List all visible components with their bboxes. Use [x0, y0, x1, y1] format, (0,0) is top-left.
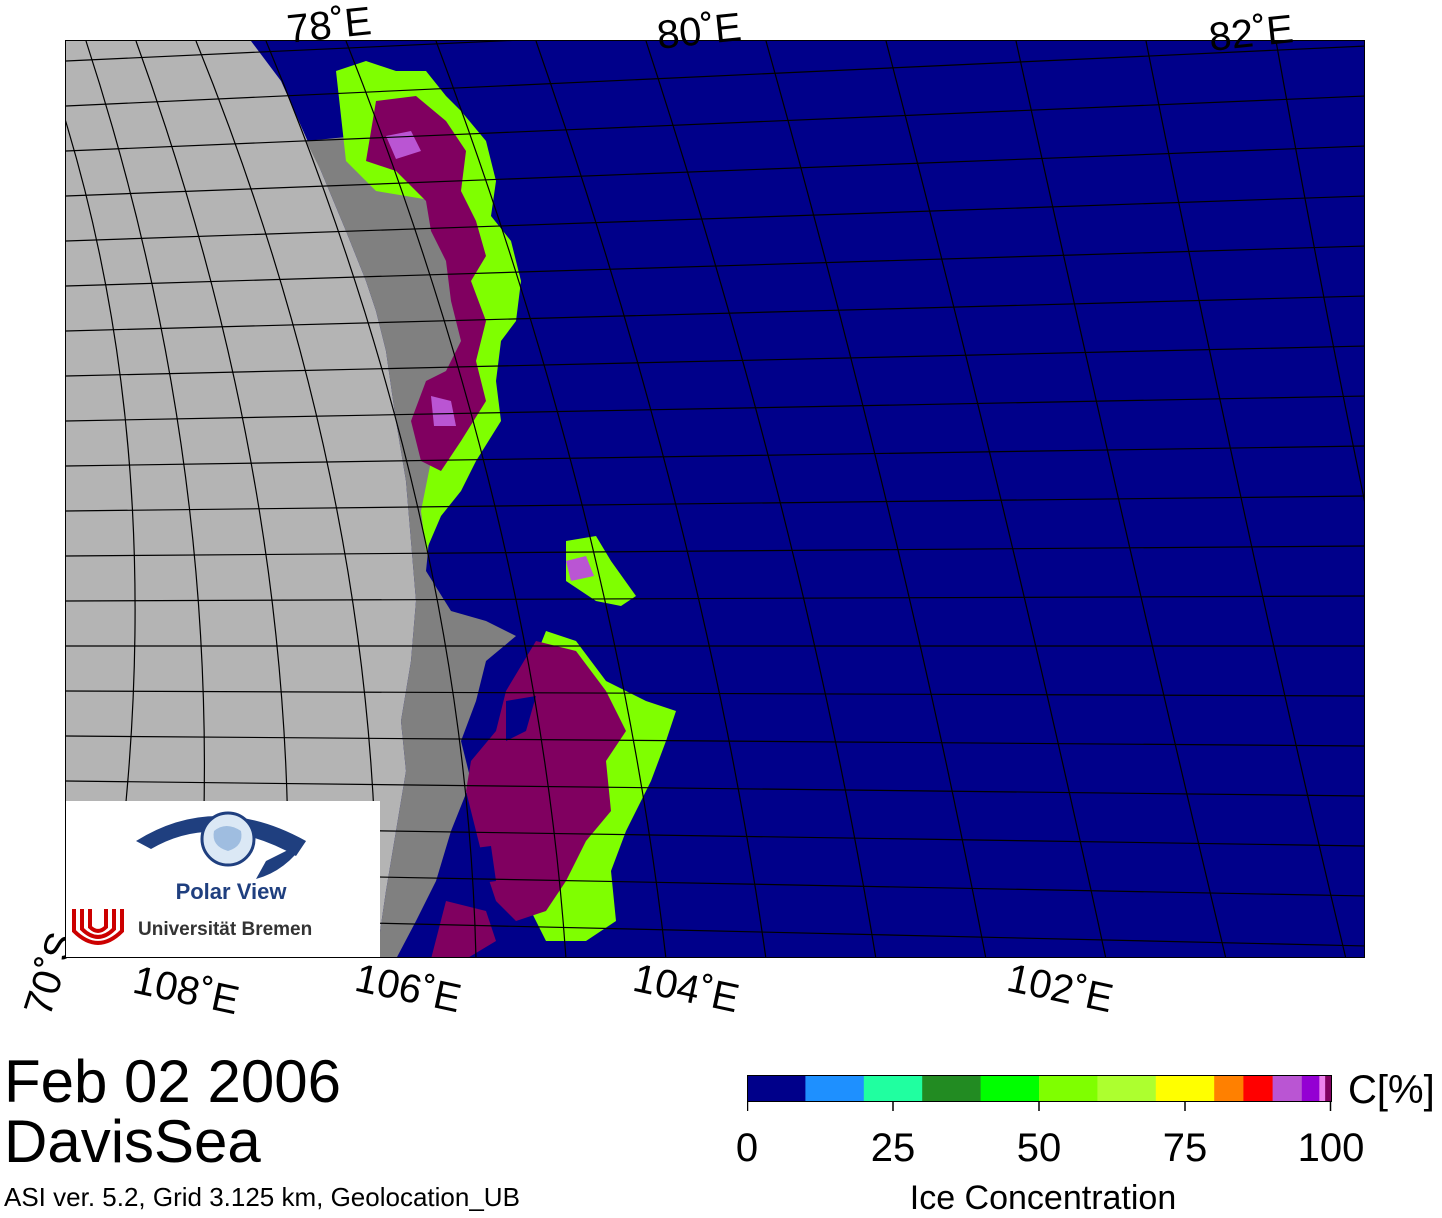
colorbar-bin [980, 1075, 1040, 1101]
colorbar-tick-label: 25 [870, 1126, 916, 1170]
colorbar-bin [1319, 1075, 1326, 1101]
colorbar-bin [805, 1075, 865, 1101]
colorbar-bin [1214, 1075, 1244, 1101]
colorbar-tick-label: 100 [1297, 1126, 1365, 1170]
logo-title: Polar View [175, 879, 287, 904]
sea-ice-open-water-patches [451, 696, 536, 886]
colorbar-bin [1039, 1075, 1098, 1101]
colorbar-bin [1272, 1075, 1303, 1101]
polar-view-logo: Polar View Universität Bremen [66, 801, 380, 957]
colorbar [747, 1075, 1332, 1111]
eye-globe-icon [136, 811, 306, 879]
colorbar-tick-label: 0 [735, 1126, 759, 1170]
lon-label-bottom: 108˚E [129, 958, 243, 1024]
colorbar-bin [1155, 1075, 1215, 1101]
colorbar-bin [1301, 1075, 1320, 1101]
lon-label-top: 80˚E [654, 5, 744, 58]
antarctic-ice-sheet [66, 41, 416, 957]
colorbar-bin [922, 1075, 982, 1101]
lon-label-bottom: 102˚E [1003, 956, 1117, 1022]
colorbar-title: Ice Concentration [909, 1179, 1177, 1217]
logo-graphics [72, 811, 306, 945]
lon-label-bottom: 106˚E [351, 956, 465, 1022]
colorbar-tick-label: 50 [1016, 1126, 1062, 1170]
colorbar-bin [747, 1075, 806, 1101]
colorbar-bin [1243, 1075, 1274, 1101]
lon-label-top: 78˚E [284, 0, 374, 52]
colorbar-unit: C[%] [1348, 1068, 1435, 1112]
colorbar-bin [1325, 1075, 1332, 1101]
lon-label-top: 82˚E [1206, 7, 1296, 60]
product-info: ASI ver. 5.2, Grid 3.125 km, Geolocation… [4, 1182, 520, 1212]
colorbar-tick-label: 75 [1162, 1126, 1208, 1170]
logo-institution: Universität Bremen [138, 919, 313, 940]
colorbar-bin [863, 1075, 923, 1101]
map-region: DavisSea [4, 1108, 261, 1175]
map-date: Feb 02 2006 [4, 1048, 341, 1115]
bremen-u-icon [72, 909, 124, 945]
colorbar-bin [1097, 1075, 1157, 1101]
lon-label-bottom: 104˚E [629, 956, 743, 1022]
sea-ice-speckle [386, 131, 594, 581]
